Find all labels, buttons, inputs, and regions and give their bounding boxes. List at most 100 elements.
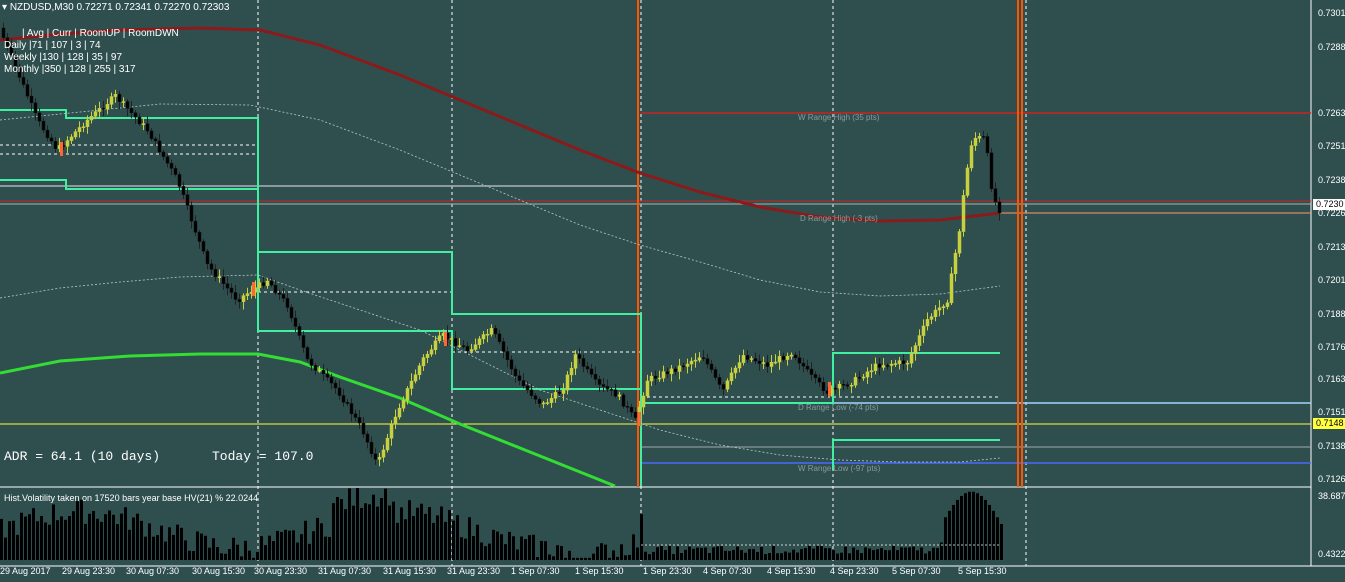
candle-body <box>681 365 686 368</box>
candle-body <box>665 371 670 375</box>
volatility-bar <box>188 550 191 560</box>
candle-body <box>689 360 694 365</box>
volatility-bar <box>348 488 351 560</box>
volatility-bar <box>908 547 911 560</box>
volatility-bar <box>600 543 603 560</box>
volatility-bar <box>864 547 867 560</box>
candle-body <box>473 344 478 350</box>
volatility-bar <box>648 554 651 560</box>
candle-body <box>897 360 902 364</box>
candle-body <box>573 354 578 369</box>
volatility-bar <box>308 543 311 560</box>
candle-body <box>153 138 158 142</box>
candle-body <box>725 380 730 390</box>
candle-body <box>769 362 774 367</box>
candle-body <box>581 358 586 367</box>
volatility-bar <box>764 554 767 560</box>
volatility-bar <box>132 517 135 560</box>
price-tick: 0.7263 <box>1318 108 1345 118</box>
volatility-bar <box>808 545 811 560</box>
volatility-bar <box>856 549 859 560</box>
volatility-bar <box>924 553 927 560</box>
volatility-bar <box>8 521 11 560</box>
volatility-bar <box>396 522 399 560</box>
volatility-bar <box>768 552 771 560</box>
candle-body <box>129 108 134 113</box>
candle-body <box>405 388 410 401</box>
volatility-bar <box>144 536 147 560</box>
volatility-bar <box>268 535 271 560</box>
candle-body <box>641 395 646 408</box>
volatility-bar <box>488 543 491 560</box>
candle-body <box>353 413 358 418</box>
symbol-info: ▾ NZDUSD,M30 0.72271 0.72341 0.72270 0.7… <box>2 2 230 13</box>
volatility-bar <box>16 534 19 560</box>
candle-body <box>949 273 954 304</box>
candle-body <box>981 136 986 138</box>
volatility-bar <box>772 545 775 560</box>
d-range-low-label: D Range Low (-74 pts) <box>798 403 879 412</box>
candle-body <box>717 377 722 385</box>
volatility-bar <box>96 518 99 560</box>
volatility-bar <box>876 549 879 560</box>
volatility-bar <box>920 547 923 560</box>
candle-body <box>585 366 590 370</box>
volatility-bar <box>680 553 683 560</box>
candle-body <box>237 299 242 302</box>
candle-body <box>137 116 142 125</box>
candle-body <box>73 131 78 138</box>
dropdown-icon[interactable]: ▾ <box>2 2 8 13</box>
candle-body <box>993 188 998 203</box>
volatility-bar <box>964 493 967 560</box>
volatility-bar <box>184 540 187 560</box>
candle-body <box>609 389 614 391</box>
candle-body <box>9 45 14 55</box>
volatility-bar <box>596 546 599 560</box>
candle-body <box>217 276 222 278</box>
volatility-bar <box>408 500 411 560</box>
time-tick: 5 Sep 15:30 <box>958 566 1007 576</box>
volatility-bar <box>332 503 335 560</box>
volatility-bar <box>124 507 127 560</box>
candle-body <box>161 151 166 157</box>
volatility-bar <box>664 550 667 560</box>
volatility-bar <box>852 547 855 560</box>
volatility-bar <box>1000 524 1003 560</box>
volatility-bar <box>704 547 707 560</box>
candle-body <box>677 365 682 372</box>
candle-body <box>261 282 266 286</box>
candle-body <box>601 384 606 387</box>
candle-body <box>753 358 758 362</box>
candle-body <box>377 456 382 460</box>
stats-daily: Daily |71 | 107 | 3 | 74 <box>4 40 101 51</box>
candle-body <box>337 387 342 396</box>
volatility-bar <box>232 537 235 560</box>
volatility-bar <box>40 515 43 560</box>
volatility-bar <box>204 535 207 560</box>
candle-body <box>401 400 406 409</box>
volatility-bar <box>836 553 839 560</box>
candle-body <box>853 377 858 386</box>
volatility-bar <box>356 488 359 560</box>
volatility-bar <box>644 551 647 560</box>
volatility-bar <box>260 536 263 560</box>
highlight-candle <box>60 142 63 156</box>
candle-body <box>937 307 942 311</box>
candle-body <box>289 307 294 319</box>
candle-body <box>533 395 538 400</box>
time-tick: 30 Aug 07:30 <box>126 566 180 576</box>
candle-body <box>685 363 690 367</box>
volatility-bar <box>716 546 719 560</box>
candle-body <box>817 377 822 383</box>
volatility-bar <box>304 520 307 560</box>
candle-body <box>97 108 102 112</box>
candle-body <box>693 359 698 362</box>
candle-body <box>321 370 326 375</box>
volatility-bar <box>668 545 671 560</box>
price-tick: 0.7138 <box>1318 441 1345 451</box>
volatility-bar <box>152 536 155 560</box>
volatility-bar <box>520 536 523 560</box>
price-tick: 0.7201 <box>1318 275 1345 285</box>
